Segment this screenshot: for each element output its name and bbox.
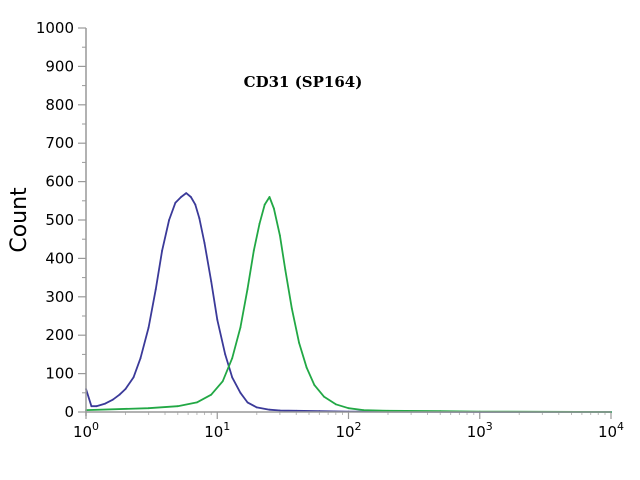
series-2-point [263, 203, 266, 206]
series-2-point [268, 196, 271, 198]
series-1-point [279, 409, 281, 412]
x-tick-exponent: 4 [617, 420, 624, 433]
x-tick-label: 101 [204, 420, 230, 441]
y-tick-label: 400 [45, 249, 74, 267]
y-tick-label: 1000 [36, 19, 74, 37]
series-1-point [239, 391, 242, 394]
series-1-point [111, 398, 114, 401]
x-tick-label: 102 [335, 420, 361, 441]
x-tick-base: 10 [335, 423, 354, 441]
x-tick-label: 104 [598, 420, 624, 441]
series-1-point [194, 203, 197, 206]
series-1-point [210, 280, 213, 283]
y-axis-label: Count [7, 187, 32, 253]
series-1-point [132, 376, 135, 379]
series-1-point [185, 192, 188, 195]
x-tick-exponent: 3 [486, 420, 493, 433]
y-tick-label: 500 [45, 211, 74, 229]
series-1-point [198, 217, 201, 220]
x-tick-label: 100 [73, 420, 99, 441]
series-2-point [362, 409, 365, 411]
series-2-point [176, 405, 179, 408]
series-1-point [90, 405, 93, 408]
series-1-point [154, 288, 157, 290]
series-2-point [273, 207, 275, 210]
y-axis-ticks: 0 100 200 300 400 500 600 700 800 900 1000 [36, 19, 86, 421]
series-2-point [298, 342, 300, 344]
series-1-point [246, 401, 249, 404]
series-2-point [313, 384, 316, 386]
x-tick-base: 10 [204, 423, 223, 441]
y-tick-label: 0 [64, 403, 74, 421]
chart-title: CD31 (SP164) [244, 73, 363, 91]
series-1-point [161, 249, 164, 252]
series-2-point [279, 234, 281, 237]
series-1-point [174, 201, 177, 204]
series-2-point [231, 357, 234, 360]
series-2-point [196, 401, 198, 404]
series-1-point [231, 376, 234, 379]
series-2-point [290, 307, 293, 310]
y-tick-label: 100 [45, 365, 74, 383]
x-tick-base: 10 [73, 423, 92, 441]
series-1-point [224, 353, 227, 356]
x-tick-exponent: 0 [92, 420, 99, 433]
series-2-point [252, 249, 255, 252]
series-2 [85, 196, 612, 413]
x-tick-base: 10 [598, 423, 617, 441]
x-tick-exponent: 1 [223, 420, 230, 433]
series-2-line [85, 196, 612, 413]
series-2-point [284, 269, 287, 271]
x-tick-label: 103 [467, 420, 493, 441]
series-1-point [216, 318, 219, 321]
series-2-point [147, 407, 150, 410]
series-1-point [268, 408, 271, 411]
y-tick-label: 200 [45, 326, 74, 344]
x-tick-base: 10 [467, 423, 486, 441]
series-2-point [347, 407, 350, 410]
series-1-point [190, 196, 192, 198]
series-2-point [323, 395, 325, 398]
series-1-point [147, 326, 150, 329]
series-1-line [85, 192, 611, 413]
series-2-point [210, 393, 213, 396]
series-1-point [255, 406, 258, 409]
y-tick-label: 600 [45, 173, 74, 191]
series-1-point [95, 405, 98, 408]
series-1-point [168, 219, 171, 221]
series-2-point [239, 326, 242, 329]
series-2-point [258, 222, 261, 225]
y-tick-label: 300 [45, 288, 74, 306]
series-1-point [203, 242, 206, 244]
series-1-point [139, 357, 142, 360]
y-tick-label: 700 [45, 134, 74, 152]
y-tick-label: 800 [45, 96, 74, 114]
series-1-point [180, 196, 183, 198]
y-tick-label: 900 [45, 57, 74, 75]
x-tick-exponent: 2 [355, 420, 362, 433]
series-1-point [118, 393, 121, 396]
series-1-point [104, 402, 107, 405]
x-axis-ticks: 100 101 102 103 104 [73, 412, 624, 441]
series-1-point [124, 388, 127, 390]
series-2-point [334, 403, 337, 406]
series-2-point [246, 288, 249, 290]
series-2-point [221, 380, 224, 383]
series-2-point [305, 366, 308, 369]
